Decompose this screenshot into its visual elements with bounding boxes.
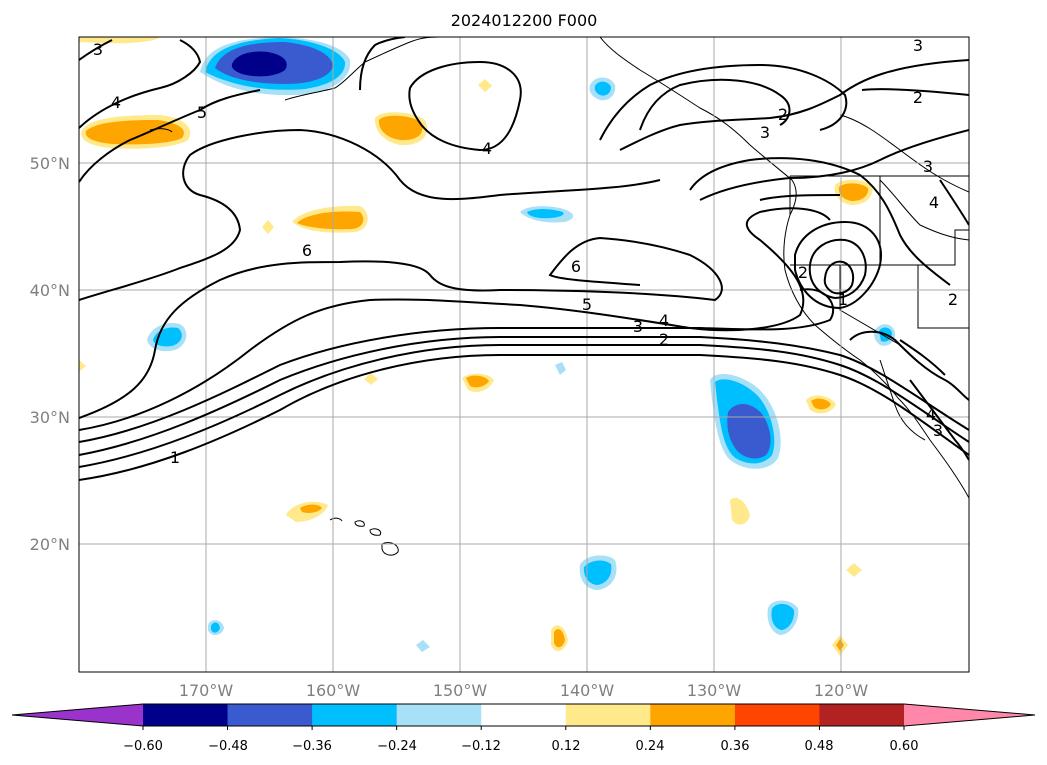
contour-label: 4 [659, 311, 669, 330]
lat-label: 40°N [30, 281, 70, 300]
contour-label: 3 [633, 317, 643, 336]
lat-label: 20°N [30, 535, 70, 554]
colorbar-tick-label: −0.36 [292, 739, 332, 754]
map-title: 2024012200 F000 [451, 11, 598, 30]
contour-label: 2 [778, 105, 788, 124]
contour-label: 2 [798, 263, 808, 282]
contour-label: 4 [926, 405, 936, 424]
map-frame [78, 36, 970, 673]
contour-label: 5 [582, 295, 592, 314]
colorbar-segment [312, 704, 398, 726]
colorbar-tick-labels: −0.60 −0.48 −0.36 −0.24 −0.12 0.12 0.24 … [123, 739, 918, 754]
colorbar-extend-low [12, 704, 143, 726]
colorbar-tick-label: −0.60 [123, 739, 163, 754]
contour-label: 4 [482, 139, 492, 158]
contour-label: 1 [170, 448, 180, 467]
colorbar-segment [143, 704, 229, 726]
lon-label: 120°W [814, 681, 869, 700]
colorbar-segment [734, 704, 820, 726]
colorbar-segment [396, 704, 482, 726]
colorbar-segment [227, 704, 313, 726]
colorbar-tick-label: 0.36 [721, 739, 750, 754]
contour-label: 3 [93, 40, 103, 59]
contour-label: 1 [838, 290, 848, 309]
contour-label: 4 [111, 93, 121, 112]
colorbar-segment [819, 704, 905, 726]
colorbar-extend-high [904, 704, 1035, 726]
colorbar [11, 703, 1036, 730]
map-panel [79, 37, 969, 672]
colorbar-segment [650, 704, 736, 726]
contour-label: 5 [197, 103, 207, 122]
contour-label: 3 [933, 421, 943, 440]
contour-labels: 3 4 5 4 6 6 5 3 4 2 1 2 3 3 2 2 1 3 4 2 … [93, 36, 958, 467]
contour-label: 2 [948, 290, 958, 309]
contour-label: 3 [913, 36, 923, 55]
latitude-labels: 50°N 40°N 30°N 20°N [30, 154, 70, 554]
colorbar-segment [481, 704, 567, 726]
colorbar-tick-label: 0.48 [805, 739, 834, 754]
lon-label: 130°W [687, 681, 742, 700]
contour-label: 4 [929, 193, 939, 212]
colorbar-tick-label: −0.24 [377, 739, 417, 754]
longitude-labels: 170°W 160°W 150°W 140°W 130°W 120°W [179, 681, 869, 700]
colorbar-tick-label: 0.60 [890, 739, 919, 754]
lon-label: 140°W [560, 681, 615, 700]
lat-label: 50°N [30, 154, 70, 173]
lon-label: 150°W [433, 681, 488, 700]
colorbar-tick-label: 0.12 [552, 739, 581, 754]
lon-label: 160°W [306, 681, 361, 700]
contour-label: 3 [923, 157, 933, 176]
contour-label: 6 [302, 241, 312, 260]
contour-lines [79, 37, 969, 481]
colorbar-tick-label: 0.24 [636, 739, 665, 754]
contour-label: 6 [571, 257, 581, 276]
contour-label: 2 [659, 330, 669, 349]
colorbar-tick-label: −0.12 [461, 739, 501, 754]
lat-label: 30°N [30, 408, 70, 427]
contour-label: 3 [760, 123, 770, 142]
lon-label: 170°W [179, 681, 234, 700]
contour-label: 2 [913, 88, 923, 107]
colorbar-segment [565, 704, 651, 726]
colorbar-tick-label: −0.48 [208, 739, 248, 754]
